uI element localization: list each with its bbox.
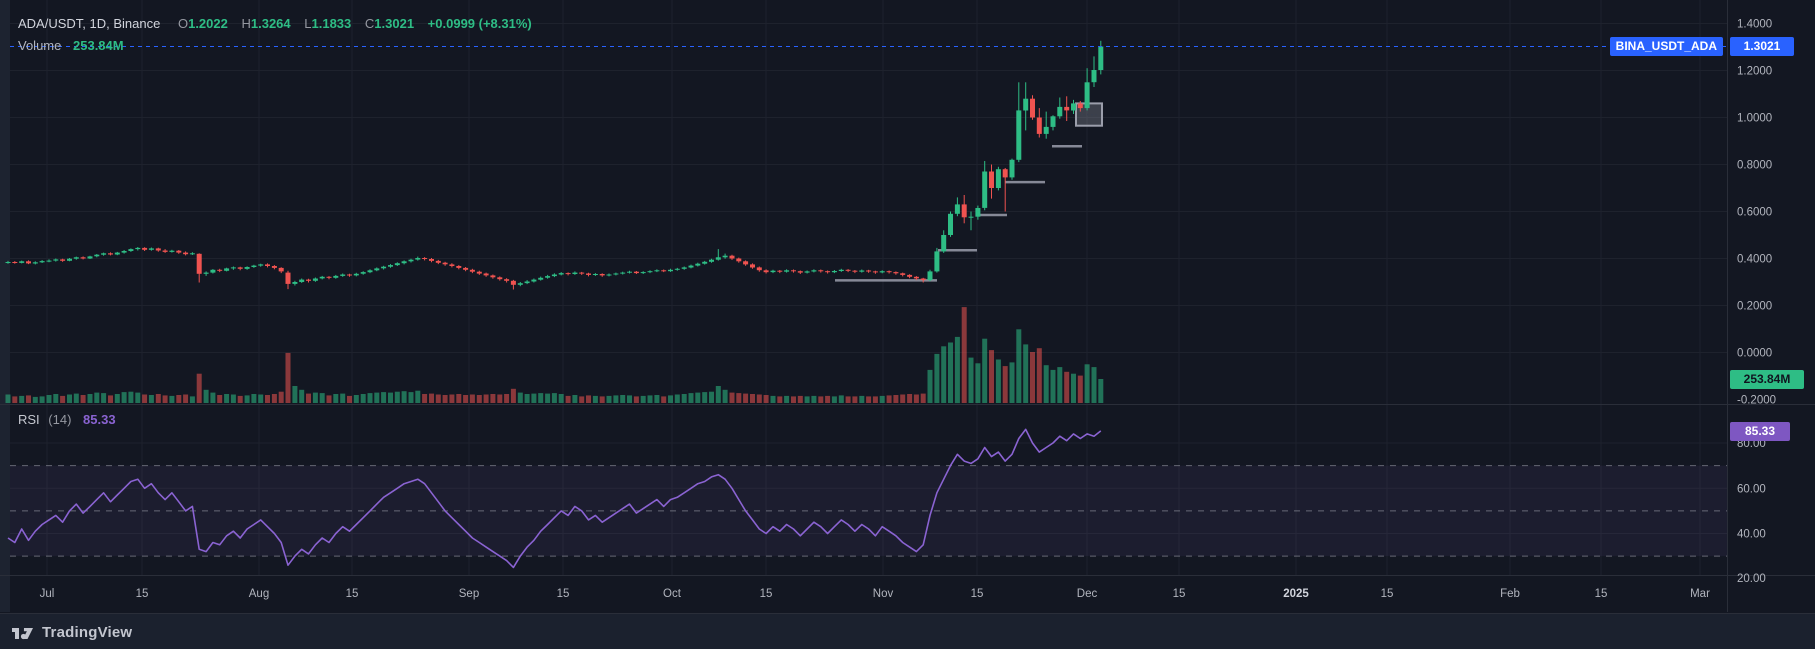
low-value: 1.1833 <box>311 16 352 31</box>
svg-text:0.6000: 0.6000 <box>1737 207 1772 219</box>
rsi-value: 85.33 <box>83 412 116 427</box>
svg-text:Nov: Nov <box>873 588 894 600</box>
svg-text:15: 15 <box>1173 588 1186 600</box>
svg-text:15: 15 <box>760 588 773 600</box>
svg-text:Dec: Dec <box>1077 588 1098 600</box>
svg-text:Aug: Aug <box>249 588 269 600</box>
svg-text:15: 15 <box>557 588 570 600</box>
svg-text:Oct: Oct <box>663 588 682 600</box>
svg-text:Sep: Sep <box>459 588 479 600</box>
chart-canvas[interactable]: 1.4000 1.2000 1.0000 0.8000 0.6000 0.4000 0.20… <box>0 0 1815 613</box>
svg-text:1.0000: 1.0000 <box>1737 113 1772 125</box>
svg-text:15: 15 <box>136 588 149 600</box>
open-value: 1.2022 <box>188 16 228 31</box>
bottom-toolbar: TradingView <box>0 613 1815 649</box>
svg-text:2025: 2025 <box>1283 588 1309 600</box>
tradingview-logo-icon <box>12 627 33 639</box>
svg-text:80.00: 80.00 <box>1737 438 1766 450</box>
high-value: 1.3264 <box>250 16 291 31</box>
svg-text:Mar: Mar <box>1690 588 1710 600</box>
svg-text:1.2000: 1.2000 <box>1737 66 1772 78</box>
volume-label: Volume <box>18 38 62 53</box>
rsi-legend[interactable]: RSI (14) 85.33 <box>18 412 116 427</box>
svg-text:0.4000: 0.4000 <box>1737 254 1772 266</box>
volume-value: 253.84M <box>73 38 124 53</box>
symbol-legend[interactable]: ADA/USDT, 1D, Binance O1.2022 H1.3264 L1… <box>18 16 532 31</box>
svg-text:1.4000: 1.4000 <box>1737 19 1772 31</box>
rsi-axis-tag: 85.33 <box>1730 422 1790 441</box>
close-label: C <box>364 16 375 31</box>
chart-area[interactable]: 1.4000 1.2000 1.0000 0.8000 0.6000 0.4000 0.20… <box>0 0 1815 613</box>
svg-text:0.2000: 0.2000 <box>1737 301 1772 313</box>
tradingview-logo-link[interactable]: TradingView <box>12 624 132 641</box>
svg-text:15: 15 <box>971 588 984 600</box>
svg-text:15: 15 <box>346 588 359 600</box>
svg-text:0.8000: 0.8000 <box>1737 160 1772 172</box>
svg-text:60.00: 60.00 <box>1737 483 1766 495</box>
low-label: L <box>304 16 312 31</box>
svg-text:40.00: 40.00 <box>1737 529 1766 541</box>
svg-text:20.00: 20.00 <box>1737 573 1766 585</box>
svg-text:0.0000: 0.0000 <box>1737 348 1772 360</box>
svg-text:Feb: Feb <box>1500 588 1520 600</box>
rsi-label: RSI <box>18 412 40 427</box>
high-label: H <box>241 16 251 31</box>
symbol-price-flag: BINA_USDT_ADA <box>1609 37 1723 56</box>
svg-text:15: 15 <box>1595 588 1608 600</box>
svg-text:-0.2000: -0.2000 <box>1737 395 1776 407</box>
svg-text:15: 15 <box>1381 588 1394 600</box>
last-price-tag: 1.3021 <box>1730 37 1794 56</box>
symbol-title: ADA/USDT, 1D, Binance <box>18 16 161 31</box>
close-value: 1.3021 <box>374 16 415 31</box>
volume-axis-tag: 253.84M <box>1730 370 1804 389</box>
open-label: O <box>177 16 189 31</box>
volume-legend[interactable]: Volume 253.84M <box>18 38 124 53</box>
tradingview-logo-text: TradingView <box>42 623 133 641</box>
change-value: +0.0999 (+8.31%) <box>427 16 532 31</box>
rsi-params: (14) <box>48 412 72 427</box>
svg-text:Jul: Jul <box>40 588 55 600</box>
